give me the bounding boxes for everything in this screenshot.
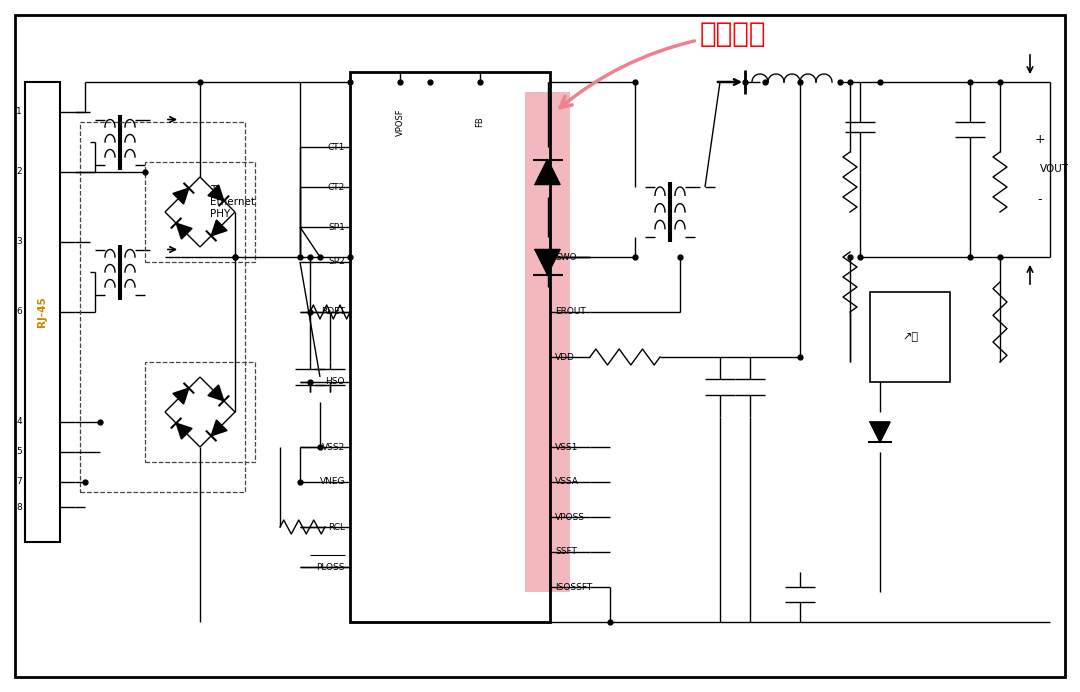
Text: ISOSSFT: ISOSSFT	[555, 583, 592, 592]
Text: SSFT: SSFT	[555, 547, 577, 556]
Text: CT1: CT1	[327, 143, 345, 152]
Text: 3: 3	[16, 237, 22, 246]
Text: 6: 6	[16, 307, 22, 316]
Text: VSSA: VSSA	[555, 477, 579, 486]
Text: To
Ethernet
PHY: To Ethernet PHY	[210, 185, 255, 219]
Bar	[350, 72, 550, 622]
Text: RJ-45: RJ-45	[38, 297, 48, 327]
Text: VSS2: VSS2	[322, 442, 345, 451]
Text: PLOSS: PLOSS	[316, 563, 345, 572]
Text: 2: 2	[16, 167, 22, 176]
Text: -: -	[1038, 193, 1042, 206]
Text: SP1: SP1	[328, 223, 345, 232]
Text: VSS1: VSS1	[555, 442, 579, 451]
Polygon shape	[535, 250, 561, 275]
Polygon shape	[211, 220, 227, 236]
Text: VDD: VDD	[555, 352, 575, 361]
Text: VPOSF: VPOSF	[395, 108, 405, 136]
Bar	[145, 162, 255, 262]
Polygon shape	[211, 420, 227, 436]
Text: 1: 1	[16, 107, 22, 116]
Text: SP2: SP2	[328, 257, 345, 266]
Text: +: +	[1035, 133, 1045, 146]
Text: 4: 4	[16, 417, 22, 426]
Bar	[25, 82, 60, 542]
Text: ↗💡: ↗💡	[902, 332, 918, 342]
Text: CT2: CT2	[327, 183, 345, 192]
Text: FB: FB	[475, 117, 485, 127]
Polygon shape	[173, 388, 189, 404]
Text: 7: 7	[16, 477, 22, 486]
Text: 抑制尖峰: 抑制尖峰	[561, 20, 767, 108]
Bar	[80, 122, 245, 492]
Polygon shape	[208, 385, 224, 401]
Text: HSO: HSO	[325, 378, 345, 387]
Polygon shape	[173, 188, 189, 204]
Polygon shape	[535, 159, 561, 185]
Text: 5: 5	[16, 448, 22, 457]
Text: SWO: SWO	[555, 253, 577, 262]
Polygon shape	[208, 185, 224, 201]
Text: EROUT: EROUT	[555, 307, 585, 316]
Text: VNEG: VNEG	[320, 477, 345, 486]
Text: RCL: RCL	[328, 522, 345, 531]
Text: RDET: RDET	[321, 307, 345, 316]
Bar	[870, 292, 950, 382]
Bar	[525, 92, 570, 592]
Text: VOUT: VOUT	[1040, 165, 1069, 174]
Bar	[145, 362, 255, 462]
Text: VPOSS: VPOSS	[555, 513, 585, 522]
Polygon shape	[870, 422, 890, 442]
Text: 8: 8	[16, 502, 22, 511]
Polygon shape	[176, 423, 192, 439]
Polygon shape	[176, 223, 192, 239]
